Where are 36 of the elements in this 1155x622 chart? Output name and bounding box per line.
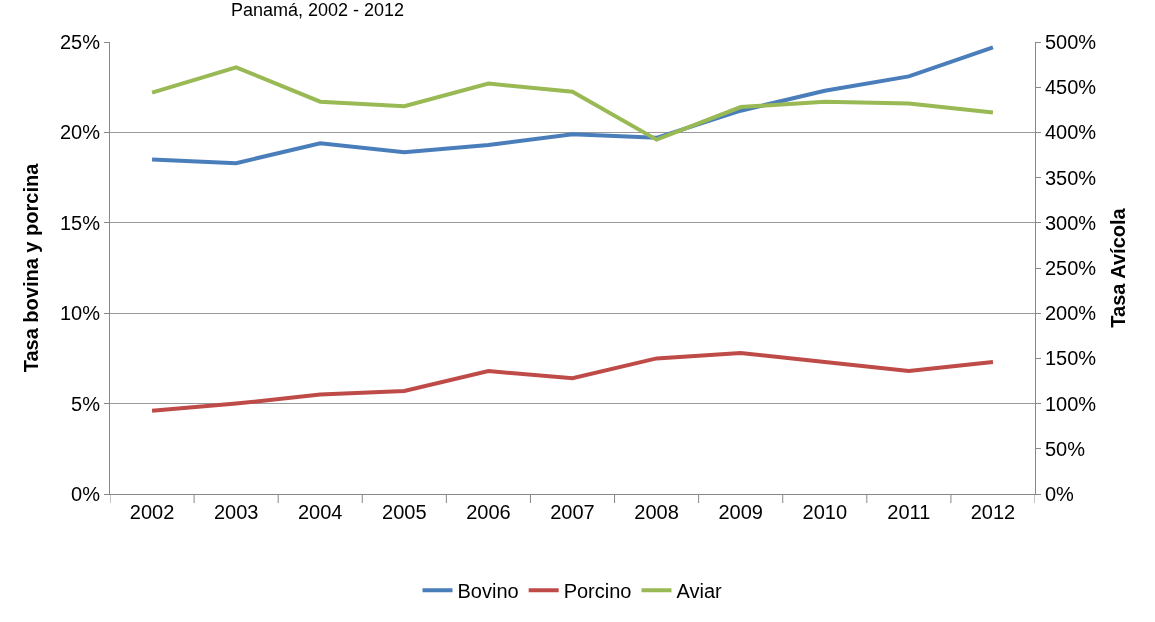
x-tick-label: 2005 [382,501,427,523]
y2-tick-label: 0% [1045,483,1075,505]
y2-tick-label: 350% [1045,166,1097,189]
x-tick-label: 2009 [718,501,763,523]
y-tick-label: 5% [71,392,101,415]
x-tick-label: 2006 [466,501,511,523]
y2-tick-label: 450% [1045,76,1097,99]
x-tick-label: 2004 [297,501,343,523]
line-series [150,65,995,142]
y2-tick-label: 250% [1045,257,1097,279]
legend-label: Bovino [457,580,519,603]
y-tick-label: 0% [71,483,101,505]
y-tick-label: 10% [59,302,101,325]
line-series [150,350,995,413]
y2-tick-label: 500% [1045,31,1097,53]
x-tick-label: 2012 [970,501,1016,523]
y2-tick-label: 400% [1045,121,1097,144]
y2-tick-label: 200% [1045,302,1097,325]
x-tick-label: 2003 [213,501,259,523]
y2-axis-title: Tasa Avícola [1106,207,1129,328]
y-tick-label: 15% [59,211,101,234]
x-tick-label: 2011 [887,501,931,523]
y2-tick-label: 150% [1045,347,1097,370]
y2-tick-label: 300% [1045,211,1097,234]
legend-label: Porcino [563,580,632,603]
x-tick-label: 2007 [550,501,595,523]
y-tick-label: 20% [59,121,101,144]
chart-title: Panamá, 2002 - 2012 [231,0,405,20]
x-tick-label: 2002 [129,501,175,523]
x-tick-label: 2008 [634,501,679,523]
y2-tick-label: 50% [1045,437,1086,460]
y2-tick-label: 100% [1045,392,1097,415]
y-axis-title: Tasa bovina y porcina [20,162,43,373]
legend-label: Aviar [676,580,723,603]
x-tick-label: 2010 [802,501,848,523]
y-tick-label: 25% [59,31,101,53]
